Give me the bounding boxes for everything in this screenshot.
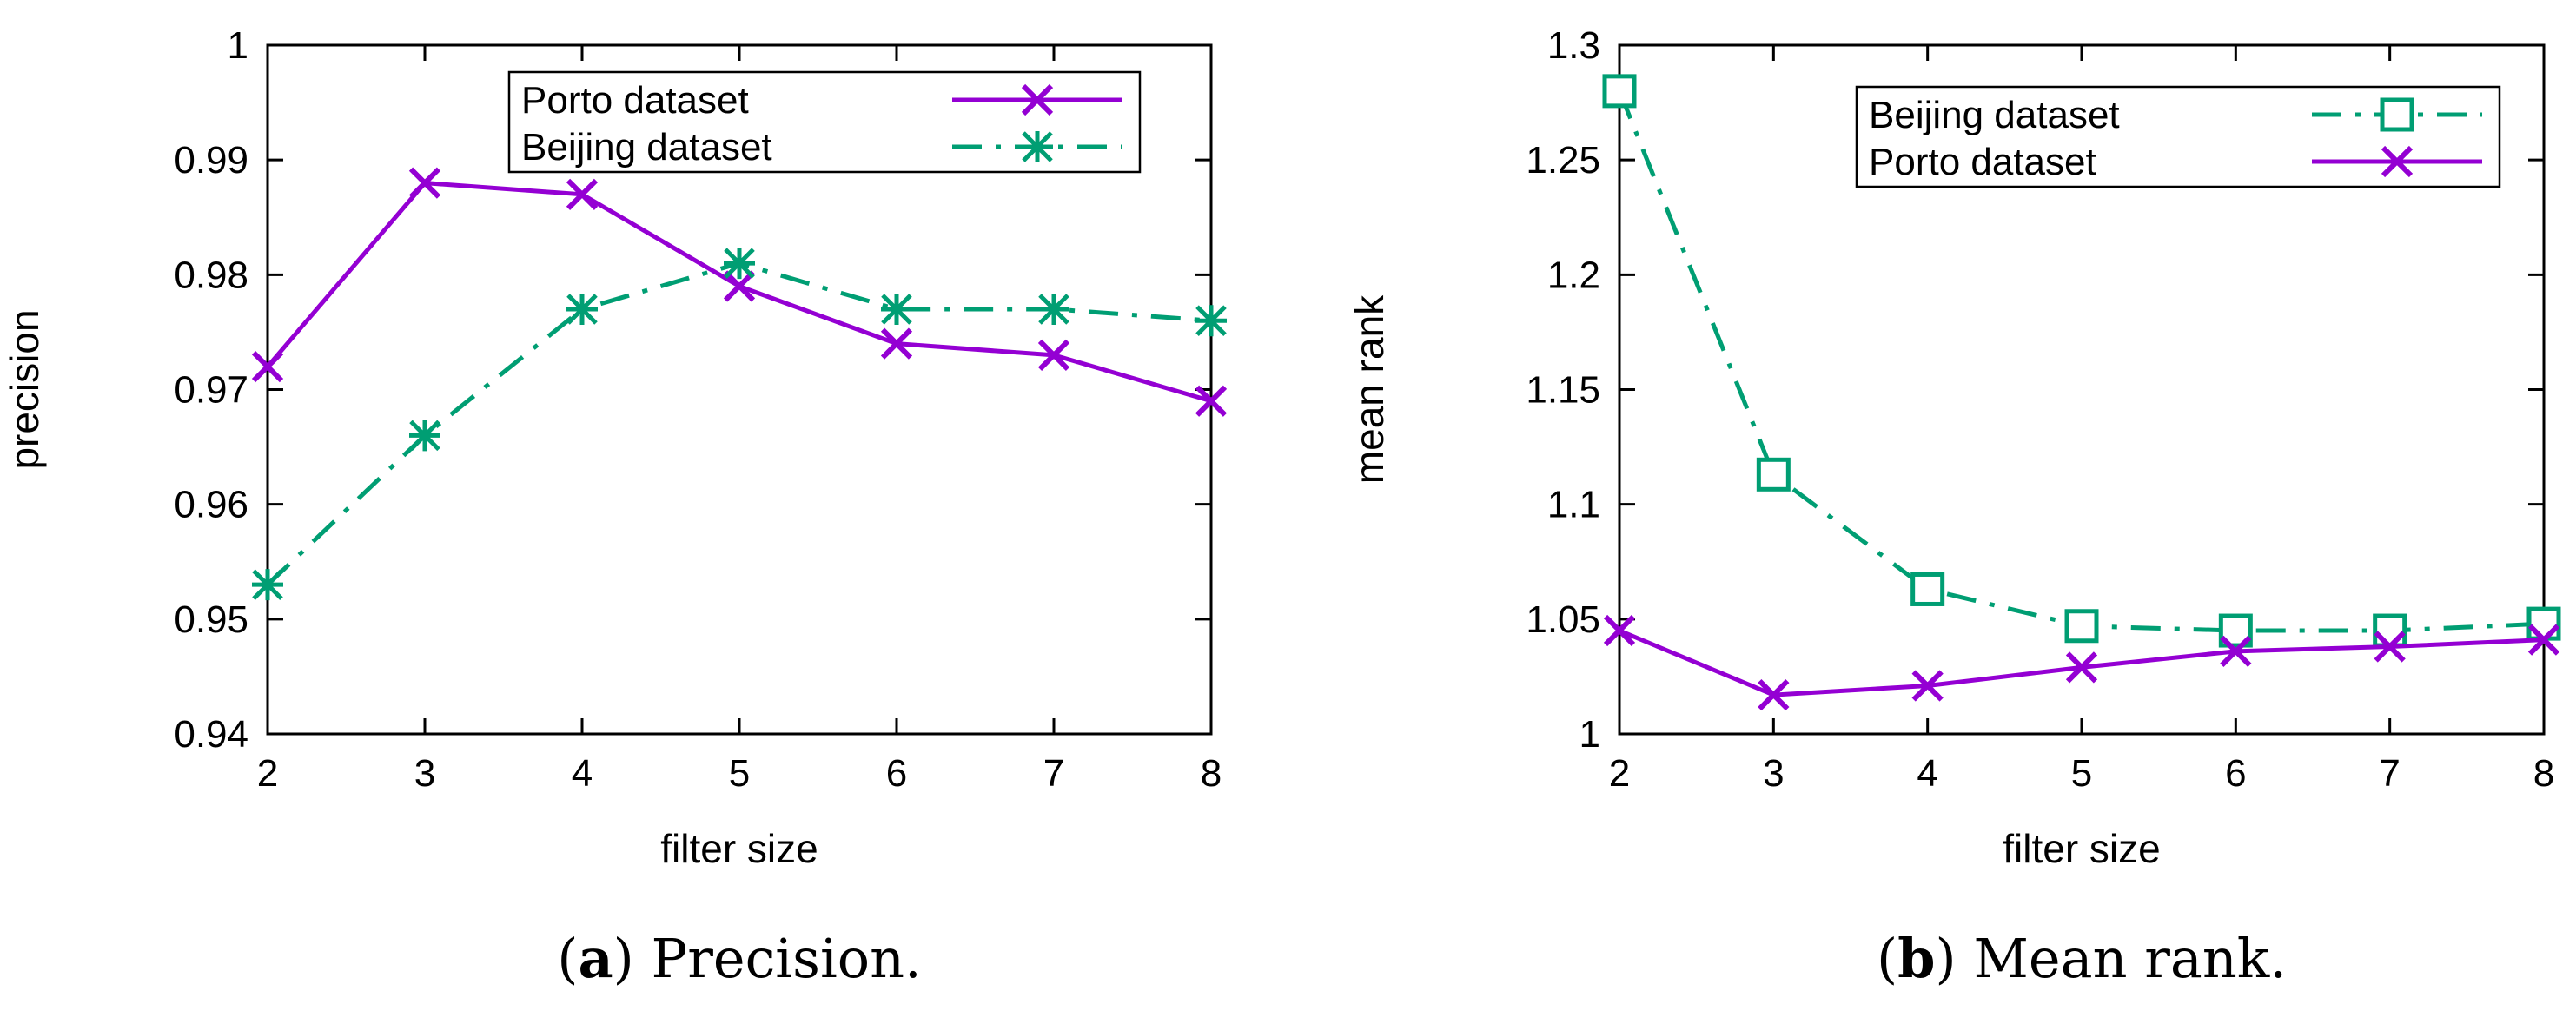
y-tick-label: 1: [228, 24, 248, 67]
porto-dataset-legend-marker: [1021, 83, 1054, 116]
x-tick-label: 8: [2533, 752, 2554, 795]
beijing-dataset-legend-marker: [2380, 97, 2414, 132]
porto-dataset-series-line: [266, 181, 1212, 404]
x-axis-label: filter size: [2003, 826, 2160, 871]
x-tick-label: 5: [729, 752, 750, 795]
beijing-dataset-data-point: [1756, 457, 1791, 492]
y-tick-label: 1.05: [1526, 598, 1600, 641]
x-axis-label: filter size: [660, 826, 818, 871]
mean-rank-chart-panel: 1 1.05 1.1 1.15 1.2 1.25 1.3 2 3 4 5 6 7 8 filter size…: [1347, 24, 2561, 990]
beijing-dataset-data-point: [881, 293, 912, 325]
porto-dataset-data-point: [251, 350, 284, 383]
x-tick-label: 6: [2225, 752, 2246, 795]
x-tick-label: 7: [1043, 752, 1064, 795]
beijing-dataset-data-point: [1195, 305, 1227, 337]
y-axis-label: precision: [2, 309, 47, 469]
x-tick-label: 4: [1917, 752, 1937, 795]
porto-dataset-legend-marker: [2381, 145, 2414, 178]
porto-dataset-data-point: [408, 167, 441, 199]
porto-dataset-data-point: [1758, 678, 1790, 711]
legend-label: Porto dataset: [1869, 141, 2096, 183]
y-tick-label: 1.1: [1547, 484, 1600, 526]
x-tick-label: 3: [414, 752, 435, 795]
porto-dataset-data-point: [2065, 651, 2098, 684]
y-tick-label: 1.3: [1547, 24, 1600, 67]
porto-dataset-data-point: [566, 178, 599, 210]
legend-label: Beijing dataset: [1869, 94, 2120, 136]
porto-dataset-data-point: [1603, 614, 1636, 647]
beijing-dataset-data-point: [566, 293, 598, 325]
porto-dataset-data-point: [1195, 385, 1228, 417]
porto-dataset-data-point: [2220, 635, 2252, 667]
y-tick-label: 0.97: [174, 369, 248, 412]
y-tick-label: 1.15: [1526, 369, 1600, 412]
beijing-dataset-data-point: [2064, 609, 2099, 644]
x-tick-label: 4: [572, 752, 593, 795]
y-tick-label: 1.25: [1526, 139, 1600, 182]
beijing-dataset-legend-marker: [1022, 131, 1053, 162]
x-tick-label: 6: [886, 752, 907, 795]
x-tick-label: 5: [2071, 752, 2092, 795]
y-tick-label: 0.98: [174, 254, 248, 296]
x-tick-label: 7: [2379, 752, 2400, 795]
figure-caption: (b) Mean rank.: [1877, 927, 2287, 990]
figure-caption: (a) Precision.: [557, 927, 922, 990]
beijing-dataset-series-line: [266, 261, 1212, 586]
x-tick-label: 3: [1763, 752, 1784, 795]
precision-chart-panel: 0.94 0.95 0.96 0.97 0.98 0.99 1 2 3 4 5 6 7 8 filter s…: [2, 24, 1228, 990]
beijing-dataset-data-point: [724, 248, 755, 280]
porto-dataset-data-point: [880, 327, 913, 360]
porto-dataset-data-point: [2374, 631, 2406, 663]
beijing-dataset-data-point: [1910, 572, 1945, 606]
beijing-dataset-data-point: [1038, 293, 1069, 325]
y-tick-label: 0.94: [174, 713, 248, 756]
legend-label: Porto dataset: [521, 79, 749, 122]
legend-box: [507, 70, 1142, 174]
beijing-dataset-data-point: [2373, 613, 2407, 648]
y-tick-label: 1: [1579, 713, 1600, 756]
beijing-dataset-data-point: [409, 420, 440, 452]
x-tick-label: 2: [1609, 752, 1630, 795]
beijing-dataset-data-point: [1602, 74, 1637, 109]
porto-dataset-data-point: [1037, 339, 1070, 371]
porto-dataset-data-point: [2527, 624, 2560, 656]
beijing-dataset-data-point: [252, 569, 283, 601]
beijing-dataset-data-point: [2526, 606, 2561, 641]
x-tick-label: 8: [1201, 752, 1222, 795]
y-tick-label: 0.95: [174, 598, 248, 641]
y-tick-label: 0.99: [174, 139, 248, 182]
y-tick-label: 1.2: [1547, 254, 1600, 296]
porto-dataset-data-point: [723, 270, 756, 302]
porto-dataset-data-point: [1911, 670, 1944, 702]
y-tick-label: 0.96: [174, 484, 248, 526]
y-axis-label: mean rank: [1347, 294, 1392, 484]
legend-label: Beijing dataset: [521, 126, 772, 168]
x-tick-label: 2: [257, 752, 278, 795]
